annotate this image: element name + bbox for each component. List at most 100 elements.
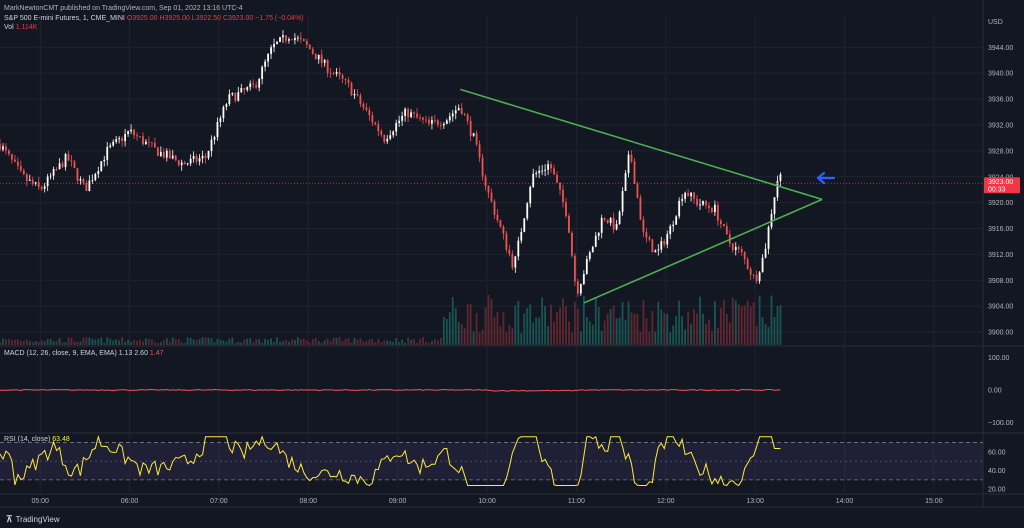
volume-bar	[434, 339, 436, 345]
candle-body	[520, 231, 523, 241]
candle-body	[252, 83, 255, 85]
volume-bar	[618, 317, 621, 345]
candle-body	[246, 87, 249, 90]
candle-body	[508, 249, 511, 254]
candle-body	[526, 203, 529, 219]
volume-bar	[88, 337, 91, 345]
volume-bar	[651, 311, 654, 345]
candle-body	[603, 218, 606, 220]
volume-bar	[696, 313, 698, 345]
volume-bar	[445, 318, 448, 345]
volume-bar	[148, 338, 150, 345]
volume-bar	[404, 342, 407, 345]
candle-body	[484, 176, 487, 187]
volume-bar	[374, 342, 377, 345]
candle-body	[13, 159, 16, 162]
volume-bar	[64, 342, 67, 345]
volume-bar	[377, 339, 380, 345]
volume-bar	[228, 338, 231, 345]
volume-bar	[383, 340, 386, 345]
candle-body	[88, 180, 91, 192]
volume-bar	[576, 308, 579, 345]
price-tag-countdown: 00:33	[988, 187, 1006, 194]
volume-bar	[740, 306, 743, 345]
candle-body	[767, 227, 770, 249]
volume-bar	[183, 342, 186, 345]
candle-body	[389, 135, 392, 139]
volume-bar	[556, 312, 558, 345]
volume-bar	[76, 341, 79, 345]
volume-bar	[442, 316, 445, 345]
candle-body	[401, 115, 404, 121]
candle-body	[311, 49, 314, 54]
candle-body	[94, 174, 97, 180]
candle-body	[299, 37, 302, 40]
candle-body	[606, 219, 609, 223]
volume-bar	[186, 337, 189, 345]
candle-body	[472, 133, 475, 136]
volume-bar	[249, 338, 252, 345]
candle-body	[73, 161, 76, 169]
candle-body	[463, 114, 466, 115]
candle-body	[642, 219, 645, 233]
candle-body	[648, 237, 651, 240]
volume-bar	[588, 321, 591, 345]
y-tick-label: 3912.00	[988, 252, 1013, 259]
candle-body	[609, 217, 612, 223]
volume-bar	[722, 300, 725, 345]
volume-bar	[454, 308, 457, 345]
volume-bar	[222, 340, 225, 345]
volume-bar	[276, 337, 278, 345]
candle-body	[413, 112, 415, 114]
volume-bar	[130, 341, 132, 345]
volume-bar	[425, 341, 427, 345]
candle-body	[329, 72, 332, 74]
candle-body	[684, 192, 687, 199]
candle-body	[377, 124, 380, 132]
candle-body	[779, 174, 782, 181]
volume-bar	[124, 341, 127, 345]
volume-bar	[663, 313, 666, 345]
candle-body	[85, 183, 88, 192]
volume-bar	[401, 339, 404, 345]
candle-body	[722, 224, 725, 227]
candle-body	[505, 233, 508, 250]
candle-body	[511, 253, 514, 268]
tradingview-footer[interactable]: ⊼ TradingView	[6, 514, 60, 525]
candle-body	[457, 108, 460, 111]
volume-bar	[302, 338, 305, 345]
volume-bar	[285, 339, 287, 345]
candle-body	[597, 232, 600, 236]
candle-body	[291, 39, 293, 41]
candle-body	[97, 171, 100, 175]
volume-bar	[600, 330, 603, 345]
volume-series	[0, 295, 782, 345]
volume-bar	[13, 339, 16, 345]
candle-body	[302, 39, 305, 41]
volume-bar	[520, 332, 523, 345]
y-tick-label: 3920.00	[988, 200, 1013, 207]
volume-value: 1.114K	[15, 24, 38, 31]
volume-bar	[779, 305, 782, 345]
volume-bar	[368, 339, 371, 345]
candle-body	[395, 123, 398, 132]
candle-body	[514, 256, 517, 268]
volume-bar	[121, 337, 124, 345]
volume-bar	[100, 337, 103, 345]
volume-bar	[243, 339, 246, 345]
volume-bar	[606, 313, 609, 345]
candle-body	[716, 204, 719, 221]
volume-bar	[213, 342, 216, 345]
volume-bar	[764, 324, 767, 345]
volume-bar	[657, 301, 660, 345]
volume-bar	[642, 300, 645, 345]
candle-body	[627, 154, 630, 174]
rsi-tick-label: 60.00	[988, 449, 1006, 456]
volume-bar	[22, 341, 25, 345]
volume-bar	[582, 296, 585, 345]
candle-body	[487, 186, 490, 193]
volume-bar	[37, 342, 40, 345]
volume-bar	[654, 331, 657, 345]
candle-body	[58, 163, 61, 170]
